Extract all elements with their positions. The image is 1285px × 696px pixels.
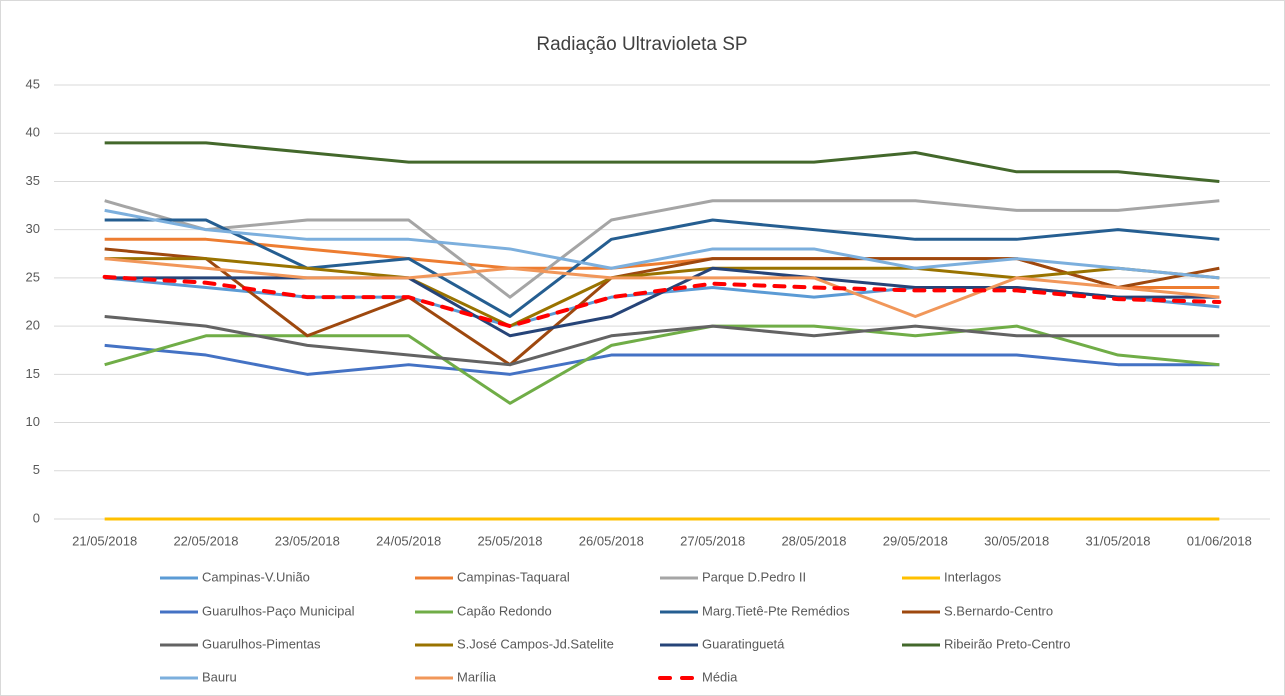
x-tick-label: 22/05/2018 bbox=[173, 533, 238, 548]
series-line bbox=[104, 218, 1220, 318]
x-tick-label: 31/05/2018 bbox=[1085, 533, 1150, 548]
x-tick-label: 27/05/2018 bbox=[680, 533, 745, 548]
x-tick-label: 21/05/2018 bbox=[72, 533, 137, 548]
legend-label: Campinas-Taquaral bbox=[457, 569, 570, 584]
y-tick-label: 5 bbox=[33, 462, 40, 477]
legend-label: S.José Campos-Jd.Satelite bbox=[457, 636, 614, 651]
series-line bbox=[104, 199, 1220, 299]
x-tick-label: 29/05/2018 bbox=[883, 533, 948, 548]
legend-label: Parque D.Pedro II bbox=[702, 569, 806, 584]
x-tick-label: 23/05/2018 bbox=[275, 533, 340, 548]
chart-title: Radiação Ultravioleta SP bbox=[536, 34, 747, 55]
series-line bbox=[104, 343, 1220, 376]
legend-label: Guarulhos-Paço Municipal bbox=[202, 603, 355, 618]
y-tick-label: 25 bbox=[26, 269, 40, 284]
legend-label: Bauru bbox=[202, 669, 237, 684]
x-tick-label: 26/05/2018 bbox=[579, 533, 644, 548]
series-line bbox=[104, 257, 1220, 328]
y-tick-label: 45 bbox=[26, 76, 40, 91]
x-tick-label: 25/05/2018 bbox=[477, 533, 542, 548]
series-line bbox=[104, 314, 1220, 367]
series-line bbox=[102, 274, 1222, 329]
legend-label: Campinas-V.União bbox=[202, 569, 310, 584]
legend-label: S.Bernardo-Centro bbox=[944, 603, 1053, 618]
legend-label: Marg.Tietê-Pte Remédios bbox=[702, 603, 850, 618]
x-tick-label: 30/05/2018 bbox=[984, 533, 1049, 548]
y-tick-label: 40 bbox=[26, 125, 40, 140]
legend-label: Marília bbox=[457, 669, 497, 684]
series-line bbox=[104, 324, 1220, 405]
y-tick-label: 15 bbox=[26, 366, 40, 381]
series-line bbox=[104, 208, 1220, 280]
x-tick-label: 24/05/2018 bbox=[376, 533, 441, 548]
series-line bbox=[104, 257, 1220, 318]
legend-label: Guaratinguetá bbox=[702, 636, 785, 651]
y-tick-label: 30 bbox=[26, 221, 40, 236]
series-line bbox=[104, 141, 1220, 183]
legend-label: Guarulhos-Pimentas bbox=[202, 636, 321, 651]
y-tick-label: 0 bbox=[33, 510, 40, 525]
legend-label: Ribeirão Preto-Centro bbox=[944, 636, 1070, 651]
y-tick-label: 20 bbox=[26, 318, 40, 333]
legend-label: Média bbox=[702, 669, 738, 684]
series-line bbox=[104, 247, 1220, 367]
y-tick-label: 10 bbox=[26, 414, 40, 429]
x-tick-label: 28/05/2018 bbox=[781, 533, 846, 548]
x-tick-label: 01/06/2018 bbox=[1187, 533, 1252, 548]
y-tick-label: 35 bbox=[26, 173, 40, 188]
legend-label: Capão Redondo bbox=[457, 603, 552, 618]
legend-label: Interlagos bbox=[944, 569, 1002, 584]
